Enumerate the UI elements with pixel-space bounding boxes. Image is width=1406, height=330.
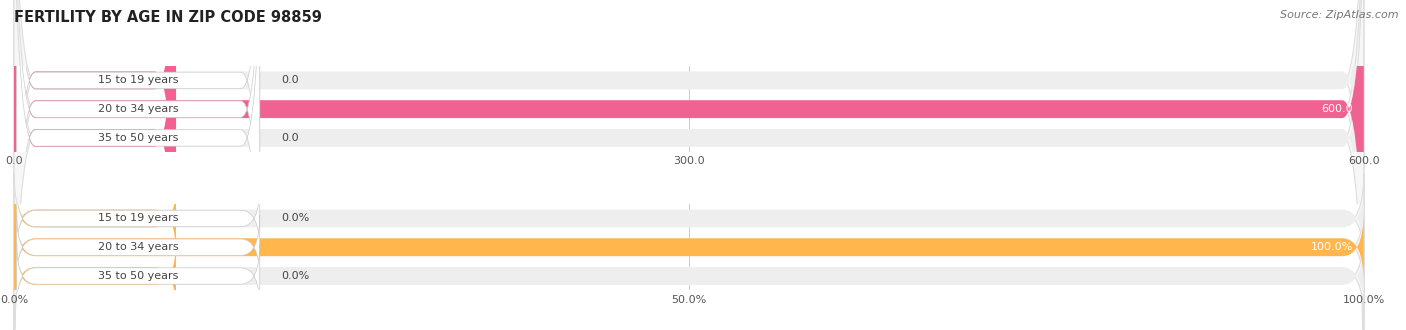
- Text: 15 to 19 years: 15 to 19 years: [98, 214, 179, 223]
- Text: 35 to 50 years: 35 to 50 years: [98, 271, 179, 281]
- FancyBboxPatch shape: [14, 210, 1364, 284]
- Text: 0.0: 0.0: [281, 133, 299, 143]
- FancyBboxPatch shape: [14, 202, 1364, 292]
- Text: Source: ZipAtlas.com: Source: ZipAtlas.com: [1281, 10, 1399, 20]
- FancyBboxPatch shape: [17, 244, 260, 308]
- FancyBboxPatch shape: [14, 174, 1364, 263]
- FancyBboxPatch shape: [17, 0, 260, 314]
- Text: 15 to 19 years: 15 to 19 years: [98, 75, 179, 85]
- Text: 20 to 34 years: 20 to 34 years: [98, 104, 179, 114]
- FancyBboxPatch shape: [14, 0, 176, 330]
- FancyBboxPatch shape: [14, 0, 1364, 330]
- FancyBboxPatch shape: [17, 215, 260, 279]
- Text: 0.0%: 0.0%: [281, 271, 309, 281]
- FancyBboxPatch shape: [14, 0, 1364, 330]
- Text: FERTILITY BY AGE IN ZIP CODE 98859: FERTILITY BY AGE IN ZIP CODE 98859: [14, 10, 322, 25]
- FancyBboxPatch shape: [14, 231, 1364, 321]
- FancyBboxPatch shape: [14, 182, 1364, 256]
- Text: 20 to 34 years: 20 to 34 years: [98, 242, 179, 252]
- Text: 0.0: 0.0: [281, 75, 299, 85]
- FancyBboxPatch shape: [14, 239, 1364, 313]
- FancyBboxPatch shape: [14, 0, 1364, 330]
- FancyBboxPatch shape: [14, 0, 176, 330]
- FancyBboxPatch shape: [14, 239, 176, 313]
- Text: 600.0: 600.0: [1322, 104, 1353, 114]
- Text: 0.0%: 0.0%: [281, 214, 309, 223]
- FancyBboxPatch shape: [17, 0, 260, 330]
- FancyBboxPatch shape: [14, 0, 1364, 330]
- FancyBboxPatch shape: [14, 0, 1364, 330]
- FancyBboxPatch shape: [17, 0, 260, 330]
- Text: 35 to 50 years: 35 to 50 years: [98, 133, 179, 143]
- FancyBboxPatch shape: [14, 210, 1364, 284]
- FancyBboxPatch shape: [14, 0, 1364, 330]
- FancyBboxPatch shape: [14, 0, 1364, 330]
- Text: 100.0%: 100.0%: [1310, 242, 1353, 252]
- FancyBboxPatch shape: [14, 182, 176, 256]
- FancyBboxPatch shape: [17, 186, 260, 250]
